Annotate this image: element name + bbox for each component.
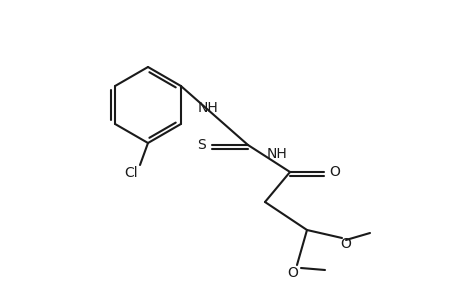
Text: O: O [287, 266, 298, 280]
Text: O: O [340, 237, 351, 251]
Text: S: S [197, 138, 206, 152]
Text: Cl: Cl [124, 166, 138, 180]
Text: NH: NH [198, 100, 218, 115]
Text: O: O [329, 165, 340, 179]
Text: NH: NH [266, 146, 287, 161]
